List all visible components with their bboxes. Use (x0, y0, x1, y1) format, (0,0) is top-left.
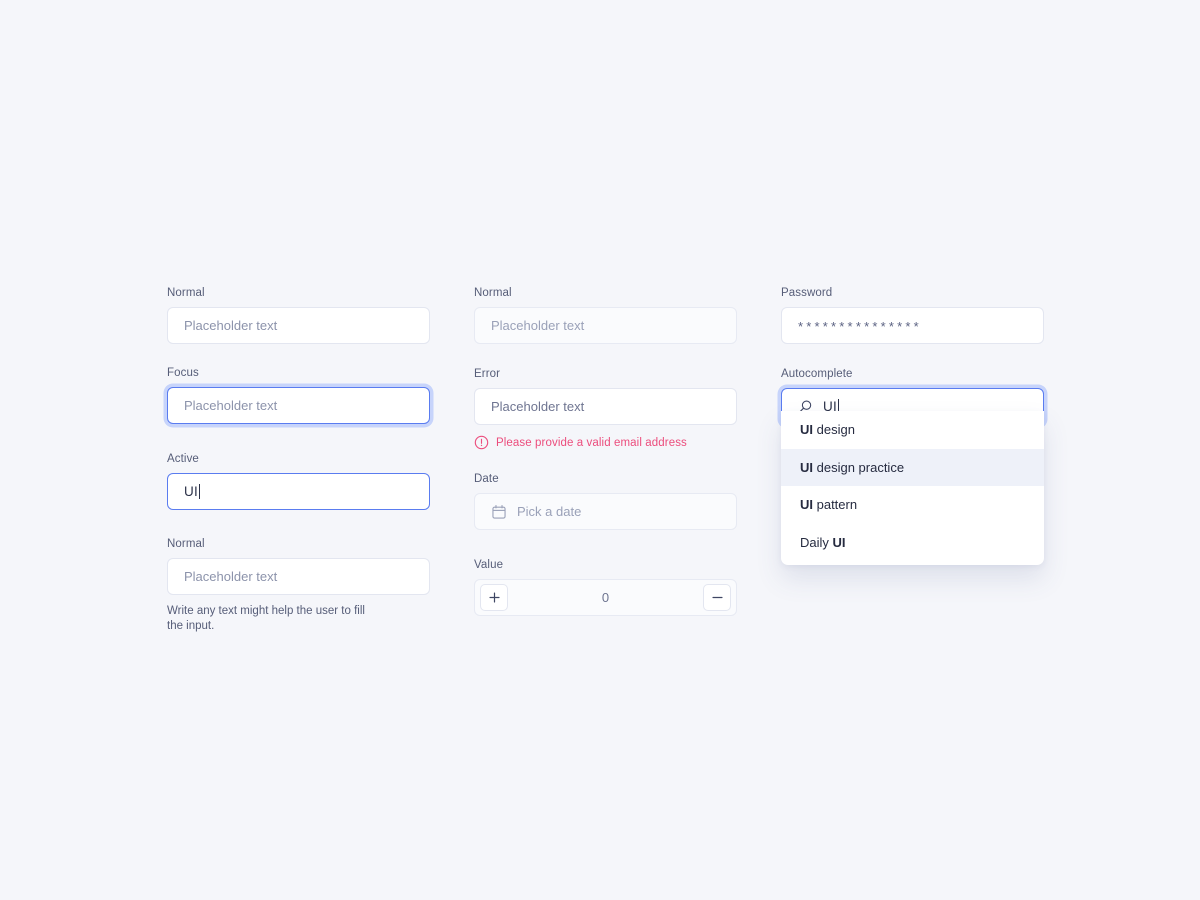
date-picker-input[interactable]: Pick a date (474, 493, 737, 530)
password-input[interactable]: *************** (781, 307, 1044, 344)
suggestion-text: UI pattern (800, 497, 858, 513)
suggestion-item[interactable]: UI design practice (781, 448, 1044, 486)
input-placeholder: Pick a date (517, 504, 582, 519)
suggestion-text: UI design practice (800, 459, 905, 475)
field-date: Date Pick a date (474, 472, 737, 530)
text-input-normal[interactable]: Placeholder text (167, 307, 430, 344)
suggestion-text: UI design (800, 422, 855, 438)
helper-text: Write any text might help the user to fi… (167, 605, 365, 632)
input-value: UI (184, 484, 198, 499)
field-normal-muted: Normal Placeholder text (474, 286, 737, 344)
field-label: Active (167, 453, 199, 465)
field-label: Normal (474, 287, 512, 299)
field-error: Error Placeholder text Please provide a … (474, 367, 737, 450)
calendar-icon (492, 504, 506, 519)
field-label: Normal (167, 287, 205, 299)
field-label: Autocomplete (781, 368, 853, 380)
password-mask: *************** (798, 319, 922, 334)
field-active: Active UI (167, 452, 430, 510)
suggestion-item[interactable]: Daily UI (781, 524, 1044, 562)
stepper-value: 0 (601, 590, 610, 605)
text-caret (837, 399, 839, 414)
field-label: Focus (167, 367, 199, 379)
input-placeholder: Placeholder text (184, 318, 278, 333)
search-icon (799, 400, 812, 413)
field-autocomplete: Autocomplete UI UI design UI design prac… (781, 367, 1044, 565)
plus-icon (488, 592, 500, 603)
field-normal-2: Normal Placeholder text Write any text m… (167, 537, 430, 634)
increment-button[interactable] (480, 584, 508, 611)
suggestion-item[interactable]: UI design (781, 411, 1044, 449)
number-stepper: 0 (474, 579, 737, 616)
suggestion-text: Daily UI (800, 534, 846, 550)
field-label: Value (474, 559, 504, 571)
alert-circle-icon (474, 435, 489, 450)
text-input-error[interactable]: Placeholder text (474, 388, 737, 425)
input-placeholder: Placeholder text (491, 399, 585, 414)
text-input-focus[interactable]: Placeholder text (167, 387, 430, 424)
field-password: Password *************** (781, 286, 1044, 344)
field-label: Password (781, 287, 833, 299)
field-label: Normal (167, 538, 205, 550)
input-placeholder: Placeholder text (491, 318, 585, 333)
text-caret (198, 484, 200, 499)
autocomplete-value: UI (823, 399, 837, 414)
minus-icon (711, 596, 723, 599)
field-focus: Focus Placeholder text (167, 366, 430, 424)
decrement-button[interactable] (703, 584, 731, 611)
text-input-disabled[interactable]: Placeholder text (474, 307, 737, 344)
autocomplete-dropdown: UI design UI design practice UI pattern … (781, 411, 1044, 565)
text-input-with-helper[interactable]: Placeholder text (167, 558, 430, 595)
suggestion-item[interactable]: UI pattern (781, 486, 1044, 524)
text-input-active[interactable]: UI (167, 473, 430, 510)
input-placeholder: Placeholder text (184, 569, 278, 584)
input-placeholder: Placeholder text (184, 398, 278, 413)
field-value-stepper: Value 0 (474, 558, 737, 616)
field-label: Date (474, 473, 499, 485)
field-normal-1: Normal Placeholder text (167, 286, 430, 344)
error-message: Please provide a valid email address (496, 436, 687, 449)
field-label: Error (474, 368, 501, 380)
error-message-row: Please provide a valid email address (474, 435, 737, 450)
